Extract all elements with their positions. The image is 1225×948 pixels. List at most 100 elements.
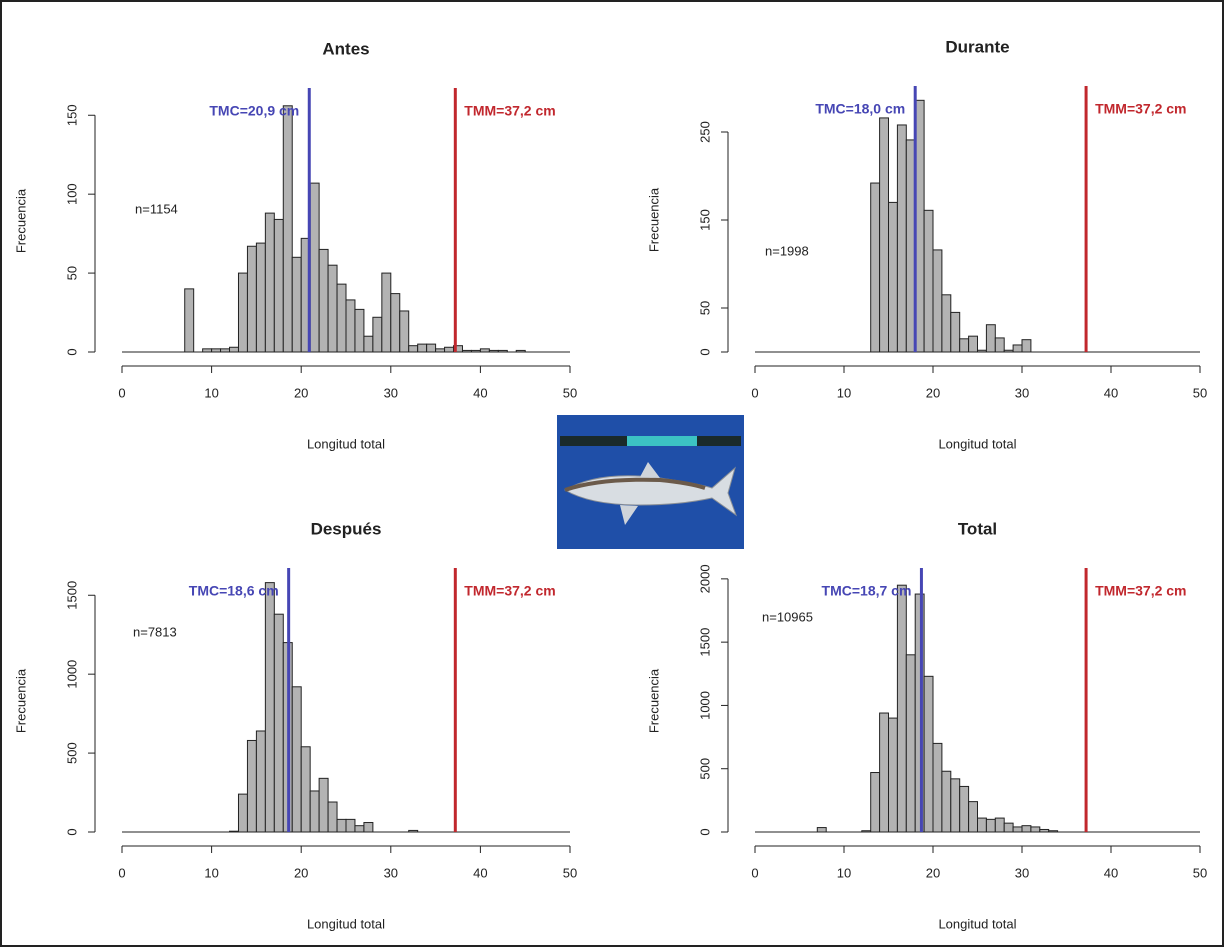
bar [408,345,419,353]
sample-size: n=1154 [135,201,178,216]
bar [327,801,338,833]
bar [363,822,374,833]
sample-size: n=7813 [133,624,177,639]
x-tick-label: 10 [204,865,218,880]
panel-title: Después [311,519,382,538]
x-tick-label: 20 [294,865,308,880]
bar [968,801,978,833]
bar [327,264,338,353]
bar [932,742,943,833]
bar [246,739,257,833]
y-tick-label: 0 [64,828,79,835]
bar [237,272,248,353]
bar [363,335,374,353]
bar [264,582,275,833]
bar [336,283,347,353]
bar [1003,822,1014,833]
x-tick-label: 30 [384,385,398,400]
x-tick-label: 0 [118,385,125,400]
bar [237,793,248,833]
y-tick-label: 150 [697,209,712,231]
x-tick-label: 30 [1015,865,1029,880]
bar [879,712,889,833]
bar [291,256,302,353]
y-axis-label: Frecuencia [646,668,661,733]
x-axis-label: Longitud total [938,436,1016,451]
reference-label: TMM=37,2 cm [464,583,555,599]
y-axis-label: Frecuencia [13,188,28,253]
reference-label: TMM=37,2 cm [1095,583,1186,599]
y-tick-label: 1000 [697,691,712,720]
y-tick-label: 50 [64,266,79,280]
bar [184,288,195,353]
x-axis-label: Longitud total [938,916,1016,931]
y-tick-label: 100 [64,183,79,205]
y-tick-label: 500 [697,758,712,780]
bar [417,343,428,353]
x-axis-label: Longitud total [307,436,385,451]
x-tick-label: 50 [563,385,577,400]
bar [444,346,455,353]
x-tick-label: 40 [473,865,487,880]
fish-photo [557,415,744,549]
bar [354,825,365,833]
bar [426,343,437,353]
sample-size: n=10965 [762,609,813,624]
bar [273,613,284,833]
bar [1021,339,1032,353]
bar [923,675,934,833]
bar [896,124,907,353]
reference-label: TMC=18,6 cm [189,583,279,599]
bar [345,299,356,353]
bar [309,790,320,833]
bar [1030,826,1041,833]
reference-label: TMC=18,0 cm [815,101,905,117]
y-tick-label: 1000 [64,660,79,689]
bar [300,746,311,833]
bar [959,338,970,353]
x-tick-label: 40 [473,385,487,400]
bar [381,272,392,353]
bar [870,182,881,353]
bar [336,818,347,833]
reference-label: TMC=18,7 cm [822,583,912,599]
bar [291,686,302,833]
reference-label: TMM=37,2 cm [1095,101,1186,117]
bar [318,777,329,833]
bar [1012,826,1023,833]
y-tick-label: 250 [697,121,712,143]
bar [246,245,257,353]
bar [264,212,275,353]
x-tick-label: 0 [751,865,758,880]
bar [977,817,987,833]
bar [345,818,356,833]
bar [282,105,293,353]
reference-label: TMM=37,2 cm [464,103,555,119]
bar [255,730,266,833]
bar [905,654,916,833]
y-tick-label: 0 [697,828,712,835]
bar [255,242,266,353]
reference-label: TMC=20,9 cm [209,103,299,119]
x-tick-label: 40 [1104,385,1118,400]
x-tick-label: 10 [204,385,218,400]
bar [273,218,284,353]
x-tick-label: 20 [926,385,940,400]
y-axis-label: Frecuencia [646,187,661,252]
x-axis-label: Longitud total [307,916,385,931]
bar [1012,344,1023,353]
bar [896,584,907,833]
y-tick-label: 150 [64,104,79,126]
bar [354,308,365,353]
y-tick-label: 1500 [697,628,712,657]
bar [950,778,961,833]
x-tick-label: 10 [837,865,851,880]
bar [372,316,383,353]
bar [994,817,1005,833]
y-tick-label: 500 [64,742,79,764]
bar [941,294,952,353]
bar [870,772,881,833]
bar [399,310,410,353]
x-tick-label: 50 [1193,385,1207,400]
